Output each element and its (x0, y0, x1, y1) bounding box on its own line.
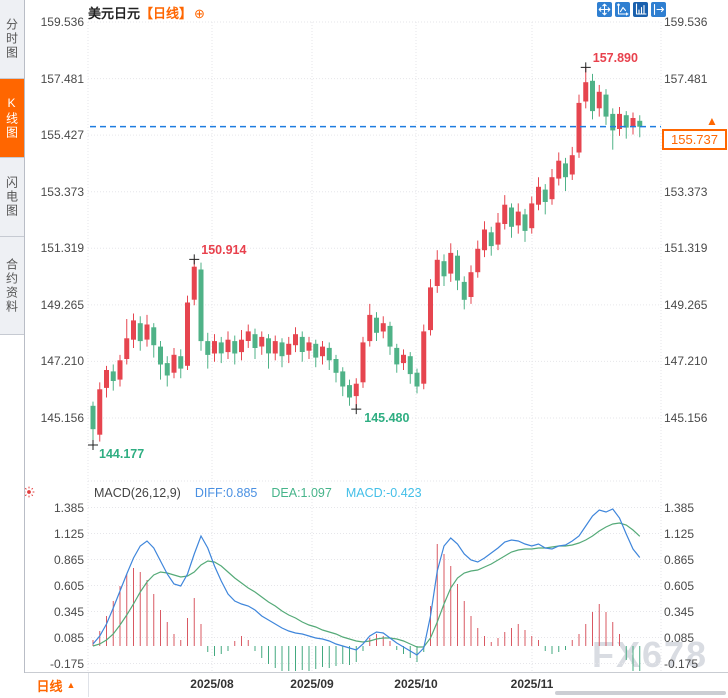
axis-tick: 0.345 (664, 604, 695, 619)
macd-dea-value: DEA:1.097 (271, 486, 332, 500)
price-annotation-low: 145.480 (364, 411, 410, 426)
axis-tick: 0.085 (664, 630, 695, 645)
axis-scale-icon[interactable] (633, 2, 648, 17)
axis-tick: 159.536 (664, 15, 708, 29)
axis-tick: 0.865 (664, 552, 695, 567)
period-arrow-icon: ▲ (66, 680, 76, 690)
x-axis-label: 2025/09 (290, 677, 334, 691)
macd-indicator-header: MACD(26,12,9) DIFF:0.885 DEA:1.097 MACD:… (94, 486, 422, 500)
current-price-tag: 155.737 (662, 128, 727, 150)
axis-tick: 151.319 (664, 241, 708, 256)
right-price-axis: 159.536157.481155.427153.373151.319149.2… (664, 0, 726, 697)
axis-tick: 1.125 (53, 526, 84, 541)
axis-tick: 0.865 (53, 552, 84, 567)
price-up-arrow-icon: ▲ (706, 113, 718, 128)
divider (88, 673, 89, 697)
axis-tick: 157.481 (40, 71, 84, 86)
sidebar-tab-contract-info[interactable]: 合约资料 (0, 237, 24, 335)
axis-tick: 159.536 (40, 15, 84, 29)
axis-tick: 0.605 (53, 578, 84, 593)
x-axis-label: 2025/11 (510, 677, 554, 691)
h-scrollbar[interactable] (555, 691, 726, 695)
period-selector[interactable]: 日线 ▲ (25, 673, 87, 697)
axis-tick: 147.210 (664, 354, 708, 369)
axis-tick: 157.481 (664, 71, 708, 86)
axis-tick: 149.265 (40, 297, 84, 312)
axis-tick: 1.125 (664, 526, 695, 541)
chart-title: 美元日元【日线】 ⊕ (88, 3, 205, 22)
period-tag: 【日线】 (140, 6, 193, 21)
axis-tick: -0.175 (664, 656, 699, 671)
axis-tick: 151.319 (40, 241, 84, 256)
sidebar-tab-candlestick-chart[interactable]: K线图 (0, 79, 24, 158)
axis-tick: 1.385 (53, 500, 84, 515)
axis-tick: 1.385 (664, 500, 695, 515)
sidebar-tab-lightning-chart[interactable]: 闪电图 (0, 158, 24, 237)
bottom-bar: 日线 ▲ 2025/08 2025/09 2025/10 2025/11 (0, 672, 728, 698)
axis-tick: 153.373 (664, 184, 708, 199)
axis-tick: -0.175 (49, 656, 84, 671)
x-axis-label: 2025/10 (394, 677, 438, 691)
sidebar: 分时图 K线图 闪电图 合约资料 (0, 0, 25, 673)
axis-tick: 153.373 (40, 184, 84, 199)
sidebar-tab-minute-chart[interactable]: 分时图 (0, 0, 24, 79)
period-label: 日线 (36, 678, 63, 694)
axis-tick: 0.345 (53, 604, 84, 619)
macd-macd-value: MACD:-0.423 (345, 486, 422, 500)
symbol-name: 美元日元 (88, 6, 141, 21)
axis-tick: 145.156 (664, 411, 708, 425)
add-indicator-icon[interactable]: ⊕ (194, 6, 205, 21)
axis-tick: 149.265 (664, 297, 708, 312)
zoom-scale-icon[interactable] (615, 2, 630, 17)
axis-tick: 145.156 (40, 411, 84, 425)
axis-tick: 0.605 (664, 578, 695, 593)
price-annotation-high: 150.914 (201, 243, 247, 258)
macd-params: MACD(26,12,9) (94, 486, 181, 500)
left-price-axis: 159.536 157.481 155.427 153.373 151.319 149.2… (26, 0, 84, 697)
x-axis-label: 2025/08 (190, 677, 234, 691)
axis-tick: 155.427 (40, 128, 84, 143)
price-annotation-low: 144.177 (99, 446, 145, 461)
exit-right-icon[interactable] (651, 2, 666, 17)
axis-tick: 0.085 (53, 630, 84, 645)
axis-tick: 147.210 (40, 354, 84, 369)
chart-toolbar (597, 2, 666, 17)
price-annotation-high: 157.890 (592, 51, 638, 66)
macd-diff-value: DIFF:0.885 (194, 486, 258, 500)
watermark: FX678 (592, 634, 709, 675)
pan-icon[interactable] (597, 2, 612, 17)
